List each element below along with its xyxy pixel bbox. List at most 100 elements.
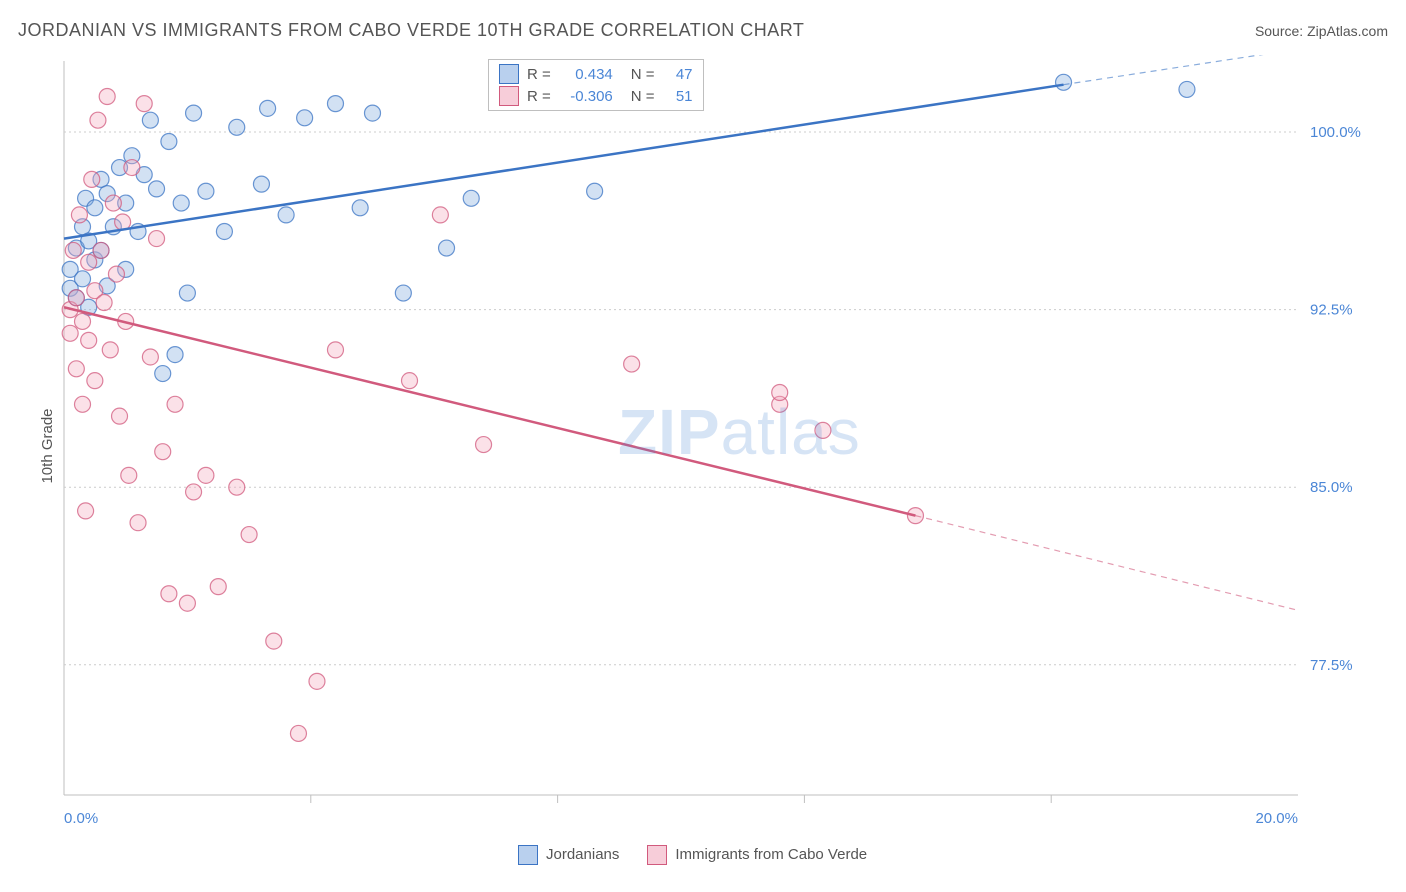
- scatter-point: [463, 190, 479, 206]
- scatter-point: [278, 207, 294, 223]
- scatter-point: [1179, 81, 1195, 97]
- y-axis-title: 10th Grade: [39, 408, 56, 483]
- scatter-point: [108, 266, 124, 282]
- scatter-point: [402, 373, 418, 389]
- scatter-point: [124, 160, 140, 176]
- n-value: 51: [663, 88, 693, 105]
- scatter-point: [186, 484, 202, 500]
- legend-item: Immigrants from Cabo Verde: [647, 845, 867, 865]
- scatter-point: [75, 271, 91, 287]
- chart-container: JORDANIAN VS IMMIGRANTS FROM CABO VERDE …: [0, 0, 1406, 892]
- scatter-point: [186, 105, 202, 121]
- scatter-point: [587, 183, 603, 199]
- chart-title: JORDANIAN VS IMMIGRANTS FROM CABO VERDE …: [18, 20, 804, 41]
- scatter-point: [75, 396, 91, 412]
- scatter-point: [216, 223, 232, 239]
- scatter-point: [155, 366, 171, 382]
- scatter-point: [121, 467, 137, 483]
- scatter-point: [309, 673, 325, 689]
- y-tick-label: 77.5%: [1310, 657, 1353, 674]
- scatter-point: [179, 285, 195, 301]
- y-tick-label: 100.0%: [1310, 124, 1361, 141]
- scatter-point: [78, 503, 94, 519]
- scatter-point: [198, 467, 214, 483]
- series-legend: Jordanians Immigrants from Cabo Verde: [518, 845, 867, 865]
- scatter-point: [297, 110, 313, 126]
- n-value: 47: [663, 66, 693, 83]
- scatter-point: [65, 242, 81, 258]
- scatter-point: [161, 134, 177, 150]
- scatter-point: [266, 633, 282, 649]
- scatter-point: [90, 112, 106, 128]
- scatter-point: [105, 195, 121, 211]
- r-value: 0.434: [559, 66, 613, 83]
- scatter-point: [395, 285, 411, 301]
- scatter-point: [87, 373, 103, 389]
- x-tick-label: 20.0%: [1255, 810, 1298, 827]
- scatter-point: [71, 207, 87, 223]
- scatter-point: [96, 295, 112, 311]
- scatter-point: [365, 105, 381, 121]
- scatter-point: [68, 361, 84, 377]
- stats-legend: R = 0.434 N = 47 R = -0.306 N = 51: [488, 59, 704, 111]
- scatter-point: [229, 119, 245, 135]
- legend-swatch: [518, 845, 538, 865]
- legend-item: Jordanians: [518, 845, 619, 865]
- legend-swatch: [647, 845, 667, 865]
- scatter-point: [68, 290, 84, 306]
- n-label: N =: [631, 66, 655, 83]
- stats-legend-row: R = -0.306 N = 51: [499, 86, 693, 106]
- y-tick-label: 85.0%: [1310, 479, 1353, 496]
- scatter-point: [253, 176, 269, 192]
- scatter-point: [81, 254, 97, 270]
- scatter-point: [102, 342, 118, 358]
- scatter-point: [815, 422, 831, 438]
- source-label: Source: ZipAtlas.com: [1255, 23, 1388, 39]
- scatter-point: [161, 586, 177, 602]
- scatter-point: [1056, 74, 1072, 90]
- scatter-point: [432, 207, 448, 223]
- scatter-point: [87, 200, 103, 216]
- scatter-point: [210, 579, 226, 595]
- trend-line-extrapolated: [1064, 55, 1298, 85]
- scatter-point: [75, 313, 91, 329]
- scatter-point: [112, 408, 128, 424]
- scatter-point: [149, 231, 165, 247]
- legend-swatch: [499, 86, 519, 106]
- scatter-point: [62, 325, 78, 341]
- r-label: R =: [527, 88, 551, 105]
- stats-legend-row: R = 0.434 N = 47: [499, 64, 693, 84]
- x-tick-label: 0.0%: [64, 810, 98, 827]
- scatter-point: [149, 181, 165, 197]
- r-label: R =: [527, 66, 551, 83]
- scatter-point: [327, 96, 343, 112]
- scatter-point: [130, 515, 146, 531]
- legend-label: Immigrants from Cabo Verde: [675, 846, 867, 863]
- scatter-point: [167, 396, 183, 412]
- scatter-point: [99, 89, 115, 105]
- scatter-point: [136, 96, 152, 112]
- scatter-point: [439, 240, 455, 256]
- scatter-point: [476, 437, 492, 453]
- scatter-point: [198, 183, 214, 199]
- scatter-plot-svg: 77.5%85.0%92.5%100.0%0.0%20.0%: [58, 55, 1368, 835]
- plot-area: 77.5%85.0%92.5%100.0%0.0%20.0% ZIPatlas …: [58, 55, 1368, 835]
- scatter-point: [327, 342, 343, 358]
- scatter-point: [167, 347, 183, 363]
- n-label: N =: [631, 88, 655, 105]
- scatter-point: [142, 349, 158, 365]
- legend-swatch: [499, 64, 519, 84]
- scatter-point: [155, 444, 171, 460]
- scatter-point: [93, 242, 109, 258]
- scatter-point: [241, 527, 257, 543]
- scatter-point: [624, 356, 640, 372]
- title-row: JORDANIAN VS IMMIGRANTS FROM CABO VERDE …: [18, 20, 1388, 41]
- r-value: -0.306: [559, 88, 613, 105]
- scatter-point: [229, 479, 245, 495]
- scatter-point: [84, 171, 100, 187]
- scatter-point: [81, 332, 97, 348]
- trend-line-extrapolated: [915, 516, 1298, 611]
- scatter-point: [173, 195, 189, 211]
- scatter-point: [290, 725, 306, 741]
- scatter-point: [179, 595, 195, 611]
